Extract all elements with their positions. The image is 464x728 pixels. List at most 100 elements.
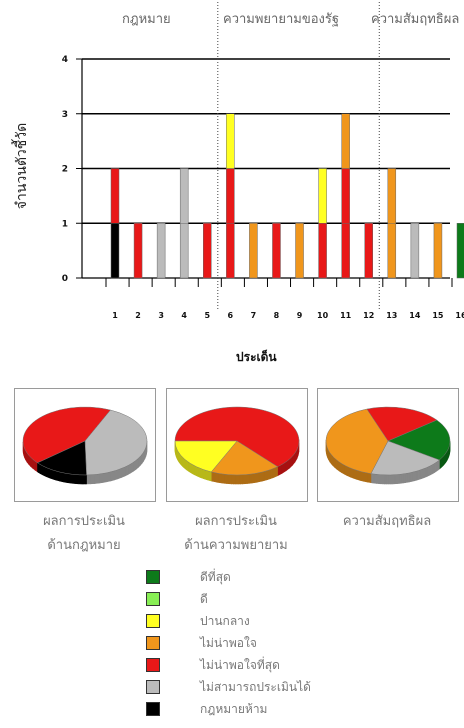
bar-segment-11-3 — [341, 113, 350, 169]
bar-segment-9-1 — [295, 223, 304, 279]
pie-slice-unsatisfactory — [325, 408, 389, 474]
pie-box-effort — [166, 388, 308, 502]
legend-label-very-unsatisfactory: ไม่น่าพอใจที่สุด — [200, 658, 280, 672]
legend-item-legal-prohibited: กฎหมายห้าม — [146, 700, 446, 720]
bar-segment-4-2 — [179, 168, 189, 224]
pie-caption-effort-line2: ด้านความพยายาม — [184, 538, 288, 553]
y-tick-label-2: 2 — [62, 165, 68, 175]
bar-segment-11-1 — [341, 223, 350, 279]
bar-segment-3-1 — [156, 223, 166, 279]
x-tick-label-12: 12 — [363, 311, 374, 320]
pie-caption-law: ผลการประเมิน ด้านกฎหมาย — [9, 510, 159, 558]
pie-slice-very_unsatisfactory — [22, 406, 111, 464]
pie-box-law — [14, 388, 156, 502]
bar-segment-2-1 — [133, 223, 143, 279]
legend-swatch-not-assessable — [146, 680, 160, 694]
pie-caption-law-line2: ด้านกฎหมาย — [47, 538, 121, 553]
pie-wall-not_assessable — [90, 474, 96, 485]
pie-wall-not_assessable — [121, 466, 126, 478]
pie-caption-effort-line1: ผลการประเมิน — [195, 514, 277, 529]
legend-swatch-moderate — [146, 614, 160, 628]
bar-segment-15-1 — [433, 223, 443, 279]
bar-segment-12-1 — [364, 223, 373, 279]
pie-wall-unsatisfactory — [359, 470, 364, 482]
legend-label-good: ดี — [200, 592, 208, 606]
x-tick-label-10: 10 — [317, 311, 329, 320]
bar-segment-6-3 — [226, 113, 235, 169]
pie-wall-not_assessable — [106, 471, 112, 483]
pie-wall-unsatisfactory — [344, 464, 348, 477]
pie-caption-effort: ผลการประเมิน ด้านความพยายาม — [161, 510, 311, 558]
pie-slice-very_unsatisfactory — [366, 406, 438, 442]
bar-segment-7-1 — [249, 223, 258, 279]
pie-wall-unsatisfactory — [366, 472, 372, 484]
bar-segment-13-2 — [387, 168, 397, 224]
pie-box-achievement — [317, 388, 459, 502]
pie-wall-legal_prohibited — [37, 462, 39, 473]
pie-slice-very_unsatisfactory — [174, 406, 300, 467]
legend-item-good: ดี — [146, 590, 446, 610]
pie-caption-achievement-line1: ความสัมฤทธิผล — [342, 514, 432, 529]
pie-wall-not_assessable — [117, 468, 122, 480]
legend-item-moderate: ปานกลาง — [146, 612, 446, 632]
pie-wall-not_assessable — [102, 472, 108, 483]
legend-item-not-assessable: ไม่สามารถประเมินได้ — [146, 678, 446, 698]
pie-caption-achievement: ความสัมฤทธิผล — [312, 510, 462, 534]
pie-chart-effort — [174, 406, 300, 485]
x-tick-label-14: 14 — [409, 311, 421, 320]
pie-slice-not_assessable — [370, 440, 440, 476]
pie-wall-not_assessable — [86, 474, 92, 485]
legend-swatch-legal-prohibited — [146, 702, 160, 716]
pie-slice-moderate — [174, 440, 238, 473]
legend-label-best: ดีที่สุด — [200, 570, 231, 584]
bar-segment-11-2 — [341, 168, 350, 224]
pie-slice-best — [387, 419, 451, 461]
x-tick-label-16: 16 — [455, 311, 464, 320]
pie-wall-not_assessable — [98, 473, 104, 484]
x-axis-label: ประเด็น — [236, 350, 277, 364]
legend-label-unsatisfactory: ไม่น่าพอใจ — [200, 636, 257, 650]
x-tick-label-13: 13 — [386, 311, 397, 320]
pie-wall-unsatisfactory — [349, 467, 354, 479]
pie-slice-not_assessable — [84, 409, 148, 476]
legend-item-unsatisfactory: ไม่น่าพอใจ — [146, 634, 446, 654]
bar-segment-8-1 — [272, 223, 281, 279]
x-tick-label-3: 3 — [158, 311, 164, 320]
pie-wall-unsatisfactory — [346, 466, 351, 478]
bar-segment-4-1 — [179, 223, 189, 279]
x-tick-label-2: 2 — [135, 311, 141, 320]
y-tick-label-4: 4 — [62, 55, 68, 65]
pie-slice-legal_prohibited — [36, 440, 87, 476]
section-label-achievement: ความสัมฤทธิผล — [371, 12, 460, 27]
pie-wall-not_assessable — [114, 469, 119, 481]
legend-label-moderate: ปานกลาง — [200, 614, 250, 628]
x-tick-label-11: 11 — [340, 311, 352, 320]
y-tick-label-1: 1 — [62, 219, 68, 229]
pie-wall-not_assessable — [110, 470, 115, 482]
pie-wall-unsatisfactory — [356, 469, 361, 481]
bar-segment-6-2 — [226, 168, 235, 224]
bar-segment-13-1 — [387, 223, 397, 279]
bar-segment-10-1 — [318, 223, 327, 279]
bar-segment-5-1 — [203, 223, 212, 279]
legend-label-not-assessable: ไม่สามารถประเมินได้ — [200, 680, 311, 694]
legend-item-best: ดีที่สุด — [146, 568, 446, 588]
pie-wall-unsatisfactory — [363, 471, 368, 483]
pie-wall-not_assessable — [94, 473, 100, 484]
x-tick-label-1: 1 — [112, 311, 118, 320]
bar-segment-6-1 — [226, 223, 235, 279]
section-label-effort: ความพยายามของรัฐ — [223, 12, 340, 27]
y-axis-label: จำนวนตัวชี้วัด — [14, 122, 30, 210]
pie-caption-law-line1: ผลการประเมิน — [43, 514, 125, 529]
y-tick-label-0: 0 — [62, 274, 68, 284]
pie-chart-law — [22, 406, 148, 485]
bar-segment-1-2 — [110, 168, 120, 224]
pie-chart-achievement — [325, 406, 451, 485]
x-tick-label-7: 7 — [251, 311, 257, 320]
x-tick-label-4: 4 — [181, 311, 187, 320]
legend-item-very-unsatisfactory: ไม่น่าพอใจที่สุด — [146, 656, 446, 676]
legend-swatch-very-unsatisfactory — [146, 658, 160, 672]
x-tick-label-8: 8 — [274, 311, 280, 320]
legend-label-legal-prohibited: กฎหมายห้าม — [200, 702, 268, 716]
